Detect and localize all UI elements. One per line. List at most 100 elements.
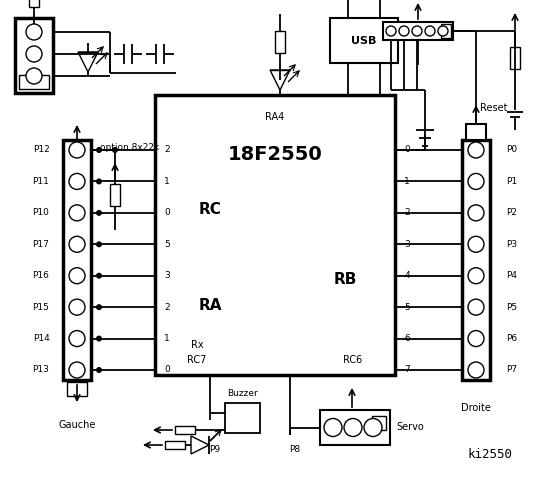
Circle shape [399, 26, 409, 36]
Bar [372, 416, 386, 430]
Bar [165, 441, 185, 449]
Circle shape [26, 24, 42, 40]
Text: 3: 3 [404, 240, 410, 249]
Text: RC7: RC7 [187, 355, 207, 365]
Text: P1: P1 [507, 177, 518, 186]
Text: 1: 1 [164, 334, 170, 343]
Text: 2: 2 [164, 303, 170, 312]
Text: Droite: Droite [461, 403, 491, 413]
Circle shape [468, 362, 484, 378]
Circle shape [26, 68, 42, 84]
Bar [441, 24, 451, 38]
Bar [225, 403, 260, 433]
Bar [466, 124, 486, 140]
Text: Reset: Reset [480, 103, 508, 113]
Circle shape [386, 26, 396, 36]
Text: USB: USB [351, 36, 377, 46]
Circle shape [468, 205, 484, 221]
Circle shape [96, 336, 102, 342]
Text: 4: 4 [404, 271, 410, 280]
Text: RC: RC [199, 203, 221, 217]
Text: option 8x22k: option 8x22k [100, 143, 159, 152]
Text: P8: P8 [289, 445, 301, 455]
Text: 5: 5 [164, 240, 170, 249]
Circle shape [69, 362, 85, 378]
Circle shape [344, 419, 362, 436]
Circle shape [96, 367, 102, 373]
Text: Gauche: Gauche [58, 420, 96, 430]
Text: P14: P14 [33, 334, 49, 343]
Bar [19, 75, 49, 89]
Circle shape [96, 241, 102, 247]
Circle shape [412, 26, 422, 36]
Circle shape [96, 147, 102, 153]
Text: 7: 7 [404, 365, 410, 374]
Text: Rx: Rx [191, 340, 204, 350]
Text: P13: P13 [33, 365, 49, 374]
Text: 3: 3 [164, 271, 170, 280]
Circle shape [468, 299, 484, 315]
Circle shape [468, 142, 484, 158]
Circle shape [69, 299, 85, 315]
Text: P10: P10 [33, 208, 49, 217]
Circle shape [96, 304, 102, 310]
Bar [275, 31, 285, 53]
Circle shape [69, 173, 85, 190]
Text: 2: 2 [404, 208, 410, 217]
Text: P7: P7 [507, 365, 518, 374]
Text: P4: P4 [507, 271, 518, 280]
Text: P3: P3 [507, 240, 518, 249]
Text: P17: P17 [33, 240, 49, 249]
Circle shape [324, 419, 342, 436]
Bar [320, 410, 390, 445]
Text: P11: P11 [33, 177, 49, 186]
Bar [63, 140, 91, 380]
Text: 0: 0 [164, 365, 170, 374]
Text: P15: P15 [33, 303, 49, 312]
Circle shape [468, 236, 484, 252]
Bar [383, 22, 453, 40]
Bar [110, 184, 120, 206]
Text: Servo: Servo [396, 422, 424, 432]
Bar [175, 426, 195, 434]
Text: Buzzer: Buzzer [227, 388, 258, 397]
Circle shape [364, 419, 382, 436]
Bar [510, 47, 520, 69]
Circle shape [468, 173, 484, 190]
Text: P9: P9 [210, 445, 221, 455]
Circle shape [96, 273, 102, 279]
Text: 6: 6 [404, 334, 410, 343]
Text: RC6: RC6 [343, 355, 363, 365]
Bar [155, 95, 395, 375]
Bar [330, 18, 398, 63]
Text: P5: P5 [507, 303, 518, 312]
Text: 0: 0 [164, 208, 170, 217]
Text: 1: 1 [404, 177, 410, 186]
Circle shape [69, 236, 85, 252]
Bar [15, 18, 53, 93]
Circle shape [468, 268, 484, 284]
Text: 2: 2 [164, 145, 170, 155]
Circle shape [112, 147, 118, 153]
Circle shape [69, 268, 85, 284]
Bar [462, 140, 490, 380]
Text: P2: P2 [507, 208, 518, 217]
Text: RA4: RA4 [265, 112, 285, 122]
Text: 0: 0 [404, 145, 410, 155]
Circle shape [69, 205, 85, 221]
Text: P16: P16 [33, 271, 49, 280]
Circle shape [468, 331, 484, 347]
Bar [29, 0, 39, 7]
Text: 18F2550: 18F2550 [228, 145, 322, 165]
Text: RB: RB [333, 273, 357, 288]
Circle shape [26, 46, 42, 62]
Circle shape [438, 26, 448, 36]
Circle shape [96, 210, 102, 216]
Text: P12: P12 [33, 145, 49, 155]
Circle shape [69, 142, 85, 158]
Text: 1: 1 [164, 177, 170, 186]
Text: 5: 5 [404, 303, 410, 312]
Circle shape [96, 179, 102, 184]
Circle shape [69, 331, 85, 347]
Circle shape [425, 26, 435, 36]
